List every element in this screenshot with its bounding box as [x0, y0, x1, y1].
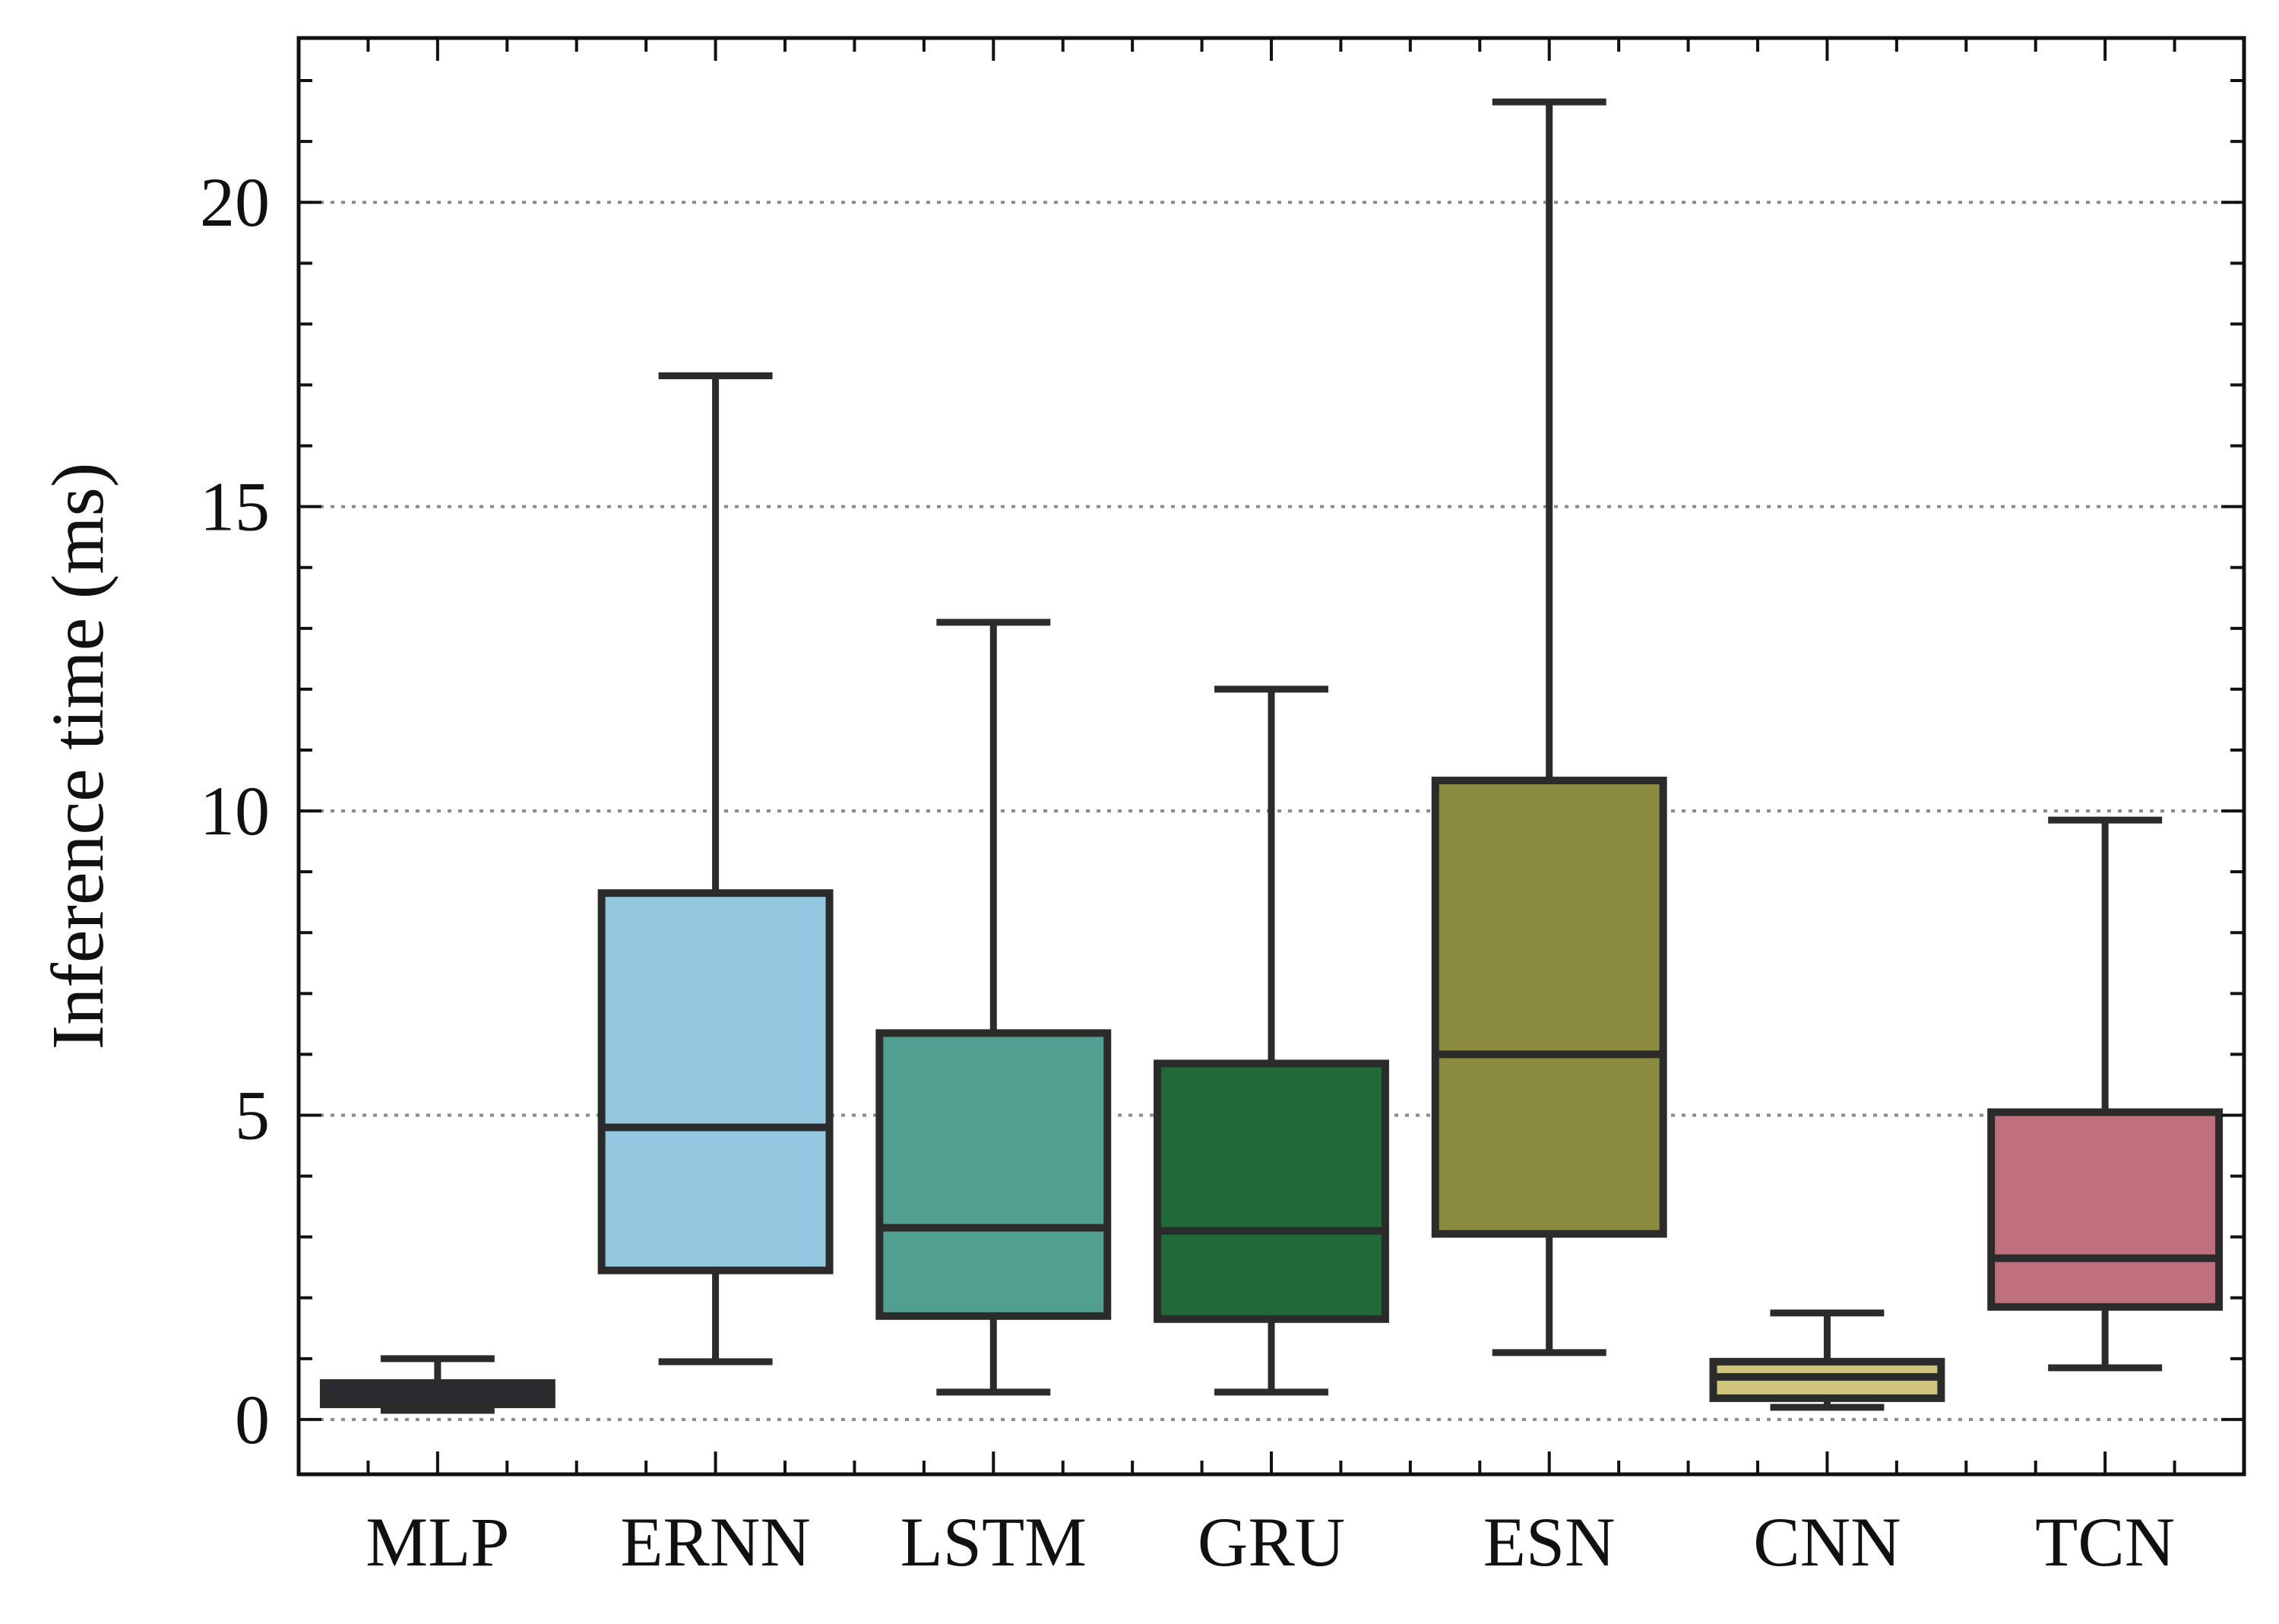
x-tick-label: GRU — [1198, 1503, 1345, 1581]
box-tcn — [1987, 816, 2224, 1372]
box-iqr — [1987, 1108, 2224, 1311]
box-ernn — [597, 372, 834, 1366]
y-tick-label: 20 — [200, 163, 270, 241]
x-tick-label: TCN — [2035, 1503, 2175, 1581]
box-mlp — [319, 1355, 556, 1414]
box-gru — [1154, 685, 1389, 1396]
x-tick-label: ESN — [1483, 1503, 1616, 1581]
x-tick-label: MLP — [366, 1503, 509, 1581]
y-tick-label: 0 — [235, 1381, 270, 1458]
ticks — [299, 38, 2244, 1474]
x-tick-label: CNN — [1753, 1503, 1901, 1581]
box-lstm — [875, 619, 1112, 1396]
y-tick-label: 15 — [200, 468, 270, 546]
x-tick-label: ERNN — [620, 1503, 810, 1581]
y-tick-label: 10 — [200, 772, 270, 850]
box-iqr — [875, 1029, 1112, 1320]
boxes — [319, 98, 2224, 1414]
box-cnn — [1709, 1309, 1945, 1411]
y-tick-label: 5 — [235, 1077, 270, 1154]
box-esn — [1431, 98, 1667, 1356]
y-axis-label: Inference time (ms) — [37, 463, 119, 1050]
tick-labels: 0 5 10 15 20 MLP ERNN LSTM GRU ESN CNN TCN — [200, 163, 2175, 1581]
box-iqr — [1154, 1059, 1389, 1323]
x-tick-label: LSTM — [901, 1503, 1087, 1581]
box-iqr — [1431, 777, 1667, 1238]
box-iqr — [597, 889, 834, 1274]
